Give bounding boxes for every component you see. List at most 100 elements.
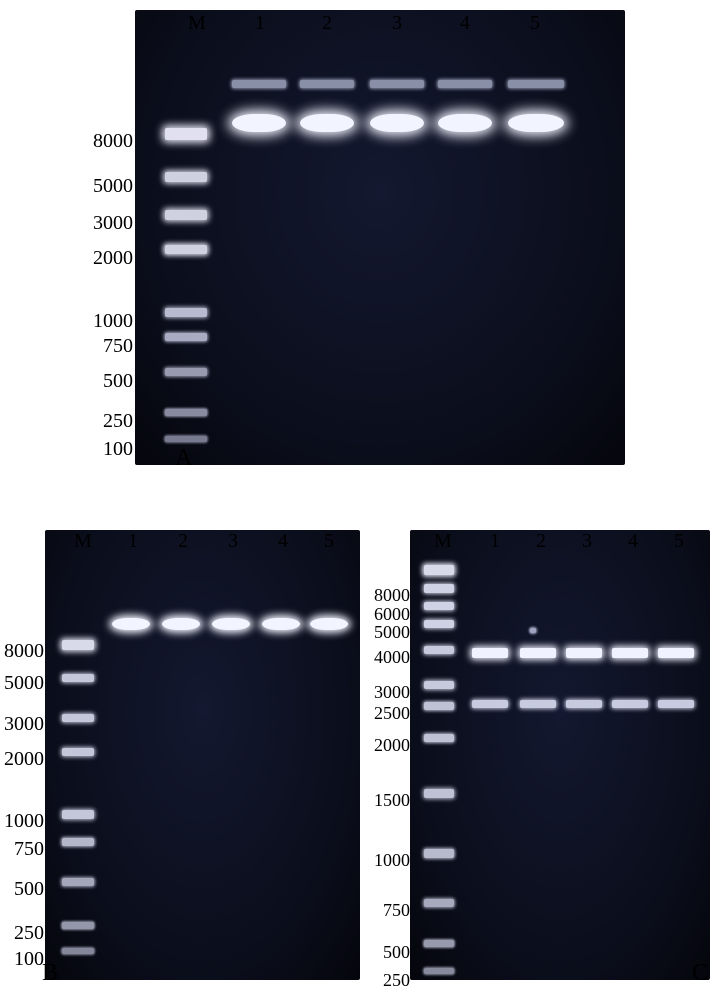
lane-label: 2 (536, 530, 546, 553)
gel-band (165, 333, 207, 341)
gel-band (508, 80, 564, 88)
gel-band (438, 80, 492, 88)
panel-letter-b: B (42, 960, 58, 987)
lane-label: 4 (628, 530, 638, 553)
gel-band (62, 674, 94, 682)
marker-label: 4000 (370, 647, 410, 668)
gel-band (472, 648, 508, 658)
gel-band (438, 114, 492, 132)
marker-label: 2000 (77, 247, 133, 270)
gel-band (165, 128, 207, 140)
gel-band (520, 700, 556, 708)
gel-band (508, 114, 564, 132)
gel-band (424, 702, 454, 710)
gel-panel-c (410, 530, 710, 980)
gel-band (232, 80, 286, 88)
lane-label: 3 (392, 12, 402, 35)
gel-band (212, 618, 250, 630)
gel-band (530, 628, 536, 633)
lane-label: M (434, 530, 452, 553)
marker-label: 1000 (0, 810, 44, 833)
marker-label: 500 (370, 942, 410, 963)
gel-band (370, 114, 424, 132)
lane-label: 1 (490, 530, 500, 553)
gel-band (424, 849, 454, 858)
gel-band (424, 602, 454, 610)
lane-label: 5 (530, 12, 540, 35)
gel-band (658, 648, 694, 658)
marker-label: 8000 (0, 640, 44, 663)
marker-label: 100 (0, 948, 44, 971)
gel-band (300, 114, 354, 132)
marker-label: 3000 (77, 212, 133, 235)
gel-band (62, 878, 94, 886)
marker-label: 500 (77, 370, 133, 393)
gel-band (424, 565, 454, 575)
gel-band (424, 584, 454, 593)
gel-band (165, 436, 207, 442)
gel-band (112, 618, 150, 630)
gel-band (424, 789, 454, 798)
lane-label: 2 (178, 530, 188, 553)
marker-label: 3000 (0, 713, 44, 736)
lane-label: 3 (228, 530, 238, 553)
gel-band (424, 940, 454, 947)
gel-band (165, 210, 207, 220)
gel-band (310, 618, 348, 630)
gel-band (262, 618, 300, 630)
gel-band (165, 245, 207, 254)
lane-label: 1 (255, 12, 265, 35)
gel-band (424, 646, 454, 654)
gel-figure: M1234580005000300020001000750500250100AM… (0, 0, 721, 1000)
gel-band (424, 899, 454, 907)
gel-band (165, 409, 207, 416)
gel-band (424, 968, 454, 974)
gel-band (232, 114, 286, 132)
gel-band (424, 734, 454, 742)
marker-label: 5000 (0, 672, 44, 695)
marker-label: 250 (370, 970, 410, 991)
gel-band (62, 922, 94, 929)
lane-label: M (188, 12, 206, 35)
gel-band (658, 700, 694, 708)
gel-band (162, 618, 200, 630)
lane-label: 5 (674, 530, 684, 553)
lane-label: 4 (278, 530, 288, 553)
marker-label: 8000 (370, 585, 410, 606)
marker-label: 5000 (370, 622, 410, 643)
gel-band (370, 80, 424, 88)
gel-band (62, 640, 94, 650)
lane-label: 4 (460, 12, 470, 35)
marker-label: 750 (0, 838, 44, 861)
marker-label: 1000 (370, 850, 410, 871)
gel-band (566, 648, 602, 658)
marker-label: 100 (77, 438, 133, 461)
gel-band (62, 948, 94, 954)
marker-label: 1000 (77, 310, 133, 333)
panel-letter-c: C (692, 960, 708, 987)
gel-band (165, 368, 207, 376)
gel-band (62, 838, 94, 846)
lane-label: 2 (322, 12, 332, 35)
gel-panel-a (135, 10, 625, 465)
marker-label: 750 (77, 335, 133, 358)
lane-label: M (74, 530, 92, 553)
gel-band (424, 681, 454, 689)
gel-band (612, 648, 648, 658)
marker-label: 2000 (0, 748, 44, 771)
marker-label: 2500 (370, 703, 410, 724)
marker-label: 5000 (77, 175, 133, 198)
marker-label: 750 (370, 900, 410, 921)
gel-band (612, 700, 648, 708)
marker-label: 8000 (77, 130, 133, 153)
gel-band (300, 80, 354, 88)
lane-label: 3 (582, 530, 592, 553)
marker-label: 3000 (370, 682, 410, 703)
gel-band (62, 748, 94, 756)
marker-label: 250 (77, 410, 133, 433)
gel-band (62, 714, 94, 722)
marker-label: 2000 (370, 735, 410, 756)
marker-label: 250 (0, 922, 44, 945)
panel-letter-a: A (175, 445, 192, 472)
gel-band (165, 172, 207, 182)
